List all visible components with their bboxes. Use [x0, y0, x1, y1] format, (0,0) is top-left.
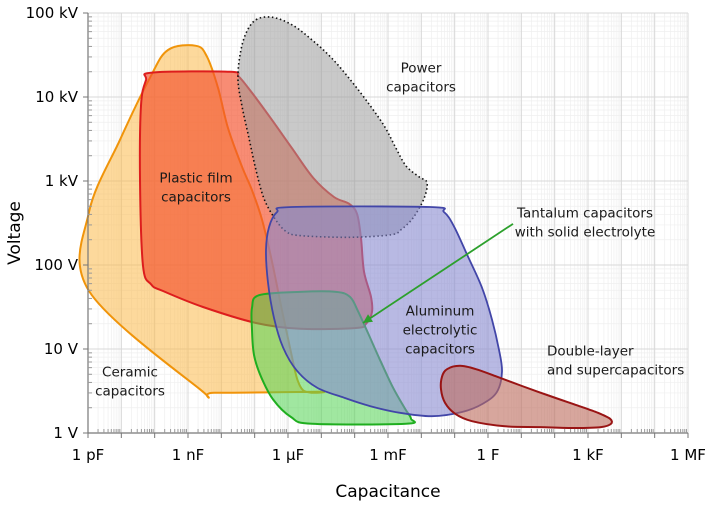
- region-label-plastic-film-line: capacitors: [161, 189, 231, 205]
- x-tick-label: 1 µF: [272, 446, 304, 464]
- x-tick-label: 1 kF: [572, 446, 604, 464]
- region-label-double-layer-line: Double-layer: [547, 343, 634, 359]
- region-aluminum-electrolytic: [265, 205, 503, 418]
- region-label-double-layer-line: and supercapacitors: [547, 362, 684, 378]
- region-label-aluminum-electrolytic-line: Aluminum: [406, 304, 475, 320]
- annotation-arrow-line: [362, 223, 514, 324]
- region-label-aluminum-electrolytic-line: capacitors: [405, 342, 475, 358]
- y-tick-label: 10 V: [44, 340, 79, 358]
- region-label-power: Power capacitors: [386, 60, 456, 95]
- ticks: [83, 12, 689, 438]
- annotation-label-line: Tantalum capacitors: [516, 206, 653, 222]
- x-axis-title: Capacitance: [335, 482, 440, 502]
- annotation-label: Tantalum capacitors with solid electrolyt…: [515, 206, 656, 241]
- region-label-power-line: capacitors: [386, 79, 456, 95]
- y-tick-label: 10 kV: [35, 88, 79, 106]
- region-label-plastic-film: Plastic film capacitors: [159, 170, 232, 205]
- x-tick-label: 1 MF: [670, 446, 706, 464]
- region-label-aluminum-electrolytic: Aluminum electrolytic capacitors: [403, 304, 478, 358]
- y-tick-label: 100 V: [34, 256, 78, 274]
- region-label-plastic-film-line: Plastic film: [159, 170, 232, 186]
- x-tick-label: 1 pF: [72, 446, 104, 464]
- region-double-layer: [439, 364, 613, 429]
- x-tick-label: 1 nF: [172, 446, 204, 464]
- region-power: [237, 16, 428, 239]
- region-label-ceramic-line: capacitors: [95, 383, 165, 399]
- region-label-power-line: Power: [401, 60, 442, 76]
- annotation-arrowhead: [363, 314, 373, 323]
- y-axis-title: Voltage: [5, 201, 25, 265]
- region-label-double-layer: Double-layer and supercapacitors: [547, 343, 684, 378]
- region-label-ceramic: Ceramic capacitors: [95, 364, 165, 399]
- x-tick-label: 1 mF: [369, 446, 407, 464]
- regions: [78, 16, 613, 429]
- x-tick-label: 1 F: [477, 446, 500, 464]
- y-tick-label: 1 kV: [45, 172, 79, 190]
- region-label-aluminum-electrolytic-line: electrolytic: [403, 323, 478, 339]
- region-label-ceramic-line: Ceramic: [102, 364, 158, 380]
- annotation-label-line: with solid electrolyte: [515, 225, 656, 241]
- y-tick-label: 1 V: [53, 424, 78, 442]
- y-tick-label: 100 kV: [26, 4, 79, 22]
